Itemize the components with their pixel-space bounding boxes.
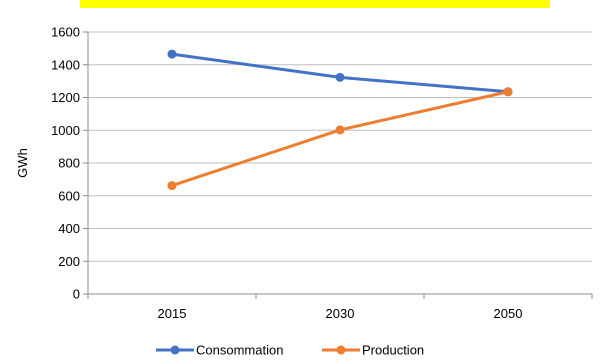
y-tick-label: 1000	[51, 123, 80, 138]
x-tick-label: 2050	[494, 306, 523, 321]
legend-marker-production	[336, 345, 346, 355]
y-tick-label: 0	[73, 287, 80, 302]
x-tick-label: 2015	[158, 306, 187, 321]
y-axis-tick-labels: 0 200 400 600 800 1000 1200 1400 1600	[51, 25, 80, 302]
data-point-consommation	[167, 49, 177, 59]
y-tick-label: 1200	[51, 90, 80, 105]
legend-label-production: Production	[362, 343, 424, 357]
y-tick-label: 800	[58, 156, 80, 171]
data-point-production	[503, 87, 513, 97]
data-point-production	[167, 181, 177, 191]
axes	[83, 31, 593, 299]
legend: Consommation Production	[156, 343, 424, 358]
title-highlight	[80, 0, 550, 8]
y-tick-label: 1600	[51, 25, 80, 40]
x-axis-tick-labels: 2015 2030 2050	[158, 306, 523, 321]
data-point-consommation	[335, 72, 345, 82]
y-tick-label: 600	[58, 188, 80, 203]
legend-marker-consommation	[170, 345, 180, 355]
y-tick-label: 200	[58, 254, 80, 269]
data-point-production	[335, 125, 345, 135]
series	[167, 49, 513, 191]
legend-label-consommation: Consommation	[196, 343, 283, 357]
y-axis-label: GWh	[15, 148, 30, 178]
y-tick-label: 1400	[51, 57, 80, 72]
x-tick-label: 2030	[326, 306, 355, 321]
gridlines	[88, 31, 592, 262]
series-line-production	[170, 90, 510, 188]
y-tick-label: 400	[58, 221, 80, 236]
